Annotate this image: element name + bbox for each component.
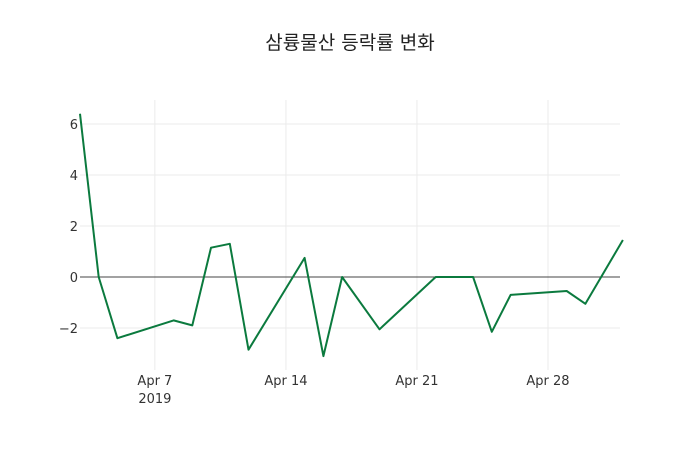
x-tick-label: Apr 7 [137, 374, 172, 389]
y-tick-label: 6 [70, 118, 78, 133]
x-tick-label: Apr 14 [264, 374, 307, 389]
y-tick-label: 2 [70, 220, 78, 235]
x-tick-label: Apr 28 [526, 374, 569, 389]
y-tick-label: 4 [70, 169, 78, 184]
chart-title: 삼륭물산 등락률 변화 [265, 32, 435, 54]
x-tick-year-label: 2019 [138, 392, 171, 407]
y-tick-label: 0 [70, 271, 78, 286]
x-tick-label: Apr 21 [395, 374, 438, 389]
y-tick-label: −2 [59, 322, 78, 337]
data-line [79, 113, 624, 358]
